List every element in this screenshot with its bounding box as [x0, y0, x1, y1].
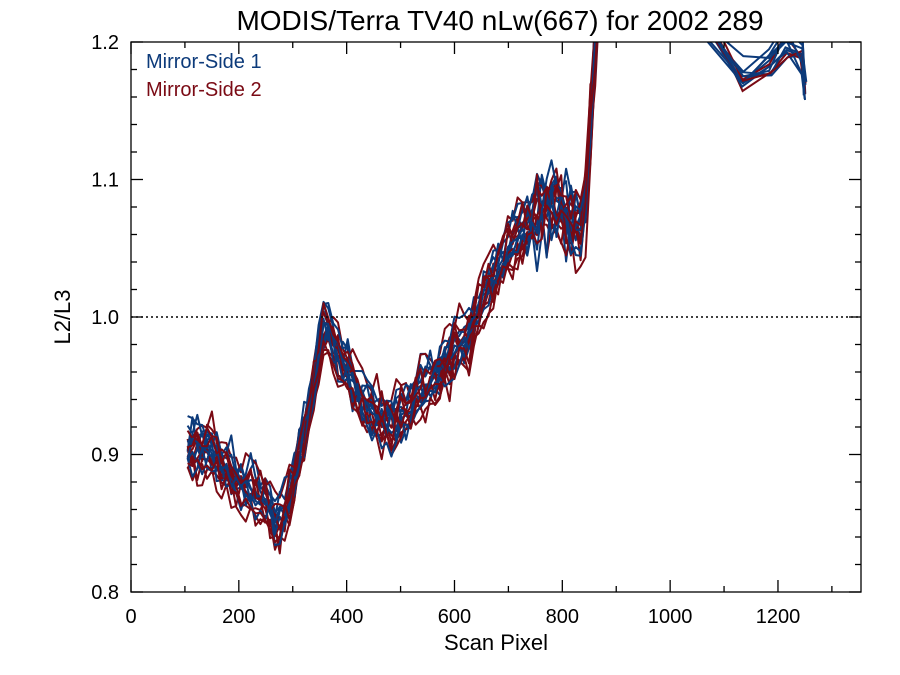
series-line-mirror-side-2 [187, 42, 598, 544]
y-tick-label: 0.8 [91, 582, 119, 604]
x-tick-label: 400 [330, 606, 363, 628]
y-axis-label: L2/L3 [50, 289, 75, 344]
x-tick-label: 1200 [756, 606, 801, 628]
chart-title: MODIS/Terra TV40 nLw(667) for 2002 289 [236, 5, 763, 36]
x-tick-label: 600 [438, 606, 471, 628]
axis-ticks: 0 200 400 600 800 1000 1200 0.8 0.9 1.0 1.1 1.2 [91, 32, 861, 628]
x-tick-label: 200 [222, 606, 255, 628]
y-tick-label: 1.0 [91, 307, 119, 329]
y-tick-label: 1.1 [91, 170, 119, 192]
legend-entry-mirror-side-2: Mirror-Side 2 [146, 79, 262, 101]
data-lines [186, 42, 808, 555]
y-tick-label: 1.2 [91, 32, 119, 54]
x-axis-label: Scan Pixel [444, 630, 548, 655]
x-tick-label: 0 [125, 606, 136, 628]
legend: Mirror-Side 1 Mirror-Side 2 [146, 51, 262, 101]
series-line-mirror-side-1 [186, 42, 598, 547]
x-tick-label: 1000 [648, 606, 693, 628]
x-tick-label: 800 [546, 606, 579, 628]
legend-entry-mirror-side-1: Mirror-Side 1 [146, 51, 262, 73]
y-tick-label: 0.9 [91, 445, 119, 467]
